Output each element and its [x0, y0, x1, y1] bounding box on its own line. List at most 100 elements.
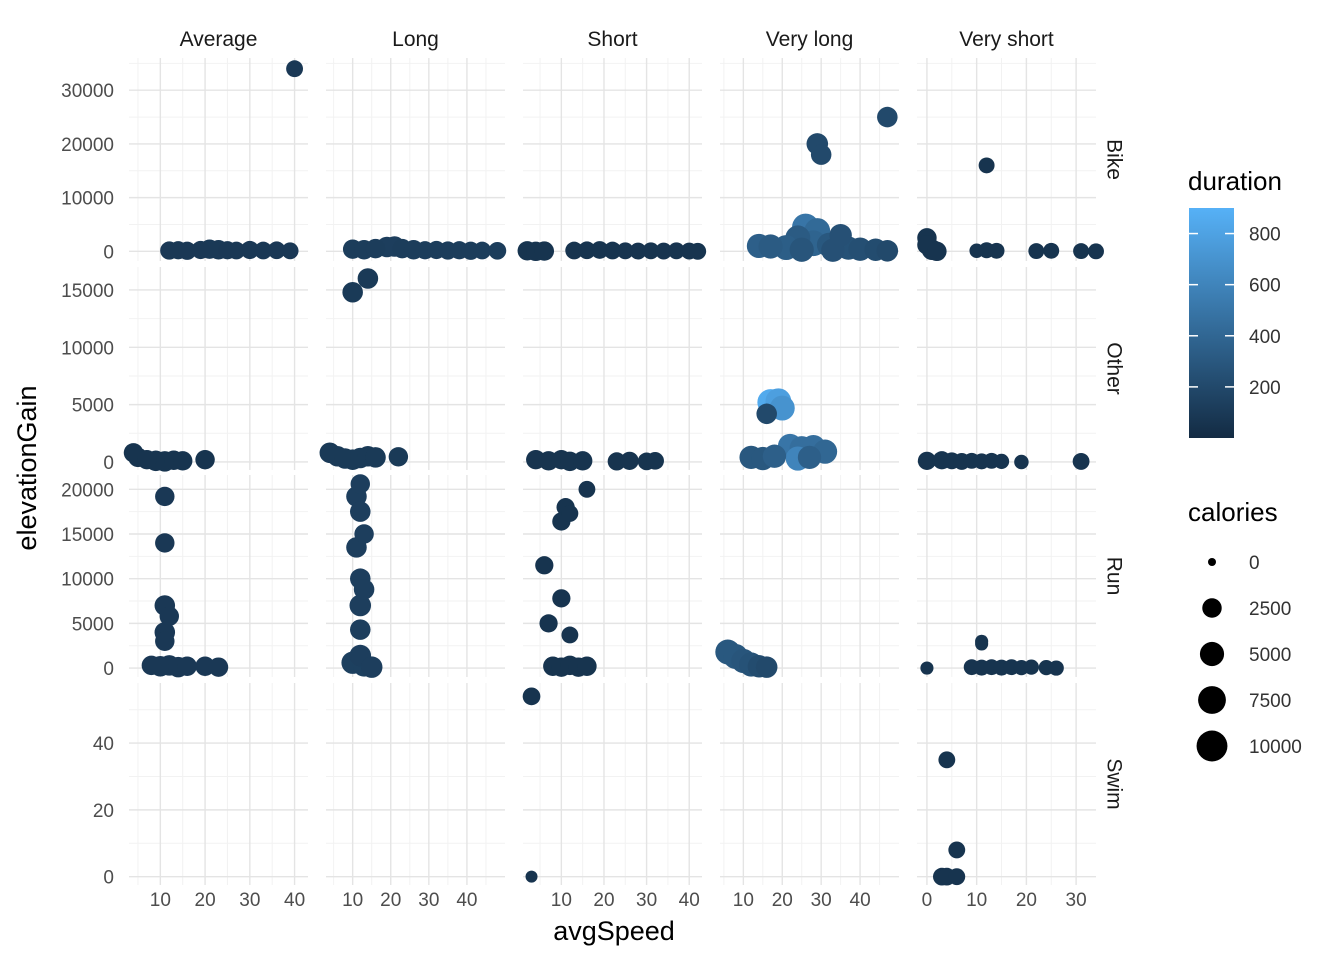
data-point: [254, 241, 273, 260]
panel-other-very-long: [720, 267, 899, 471]
data-point: [1073, 243, 1090, 260]
x-tick-label: 40: [456, 890, 477, 911]
data-point: [137, 449, 157, 470]
x-tick-label: 10: [966, 890, 987, 911]
data-point: [561, 505, 579, 522]
duration-legend-label: 600: [1249, 276, 1281, 297]
data-point: [590, 241, 609, 259]
data-point: [646, 451, 664, 470]
calories-legend-label: 10000: [1249, 737, 1302, 758]
strip-col-average: Average: [180, 28, 258, 51]
data-point: [195, 449, 215, 470]
calories-legend-key: [1196, 730, 1228, 762]
data-point: [353, 579, 375, 600]
data-point: [350, 474, 370, 494]
data-point: [365, 447, 386, 468]
panel-swim-very-short: [917, 683, 1096, 886]
data-point: [620, 451, 639, 470]
data-point: [552, 589, 571, 608]
panel-other-very-short: [917, 267, 1096, 470]
data-point: [267, 241, 286, 260]
data-point: [1072, 452, 1090, 470]
y-tick-label: 0: [103, 242, 114, 263]
y-tick-label: 10000: [61, 189, 114, 210]
data-point: [1088, 243, 1104, 260]
x-tick-label: 10: [342, 890, 363, 911]
strip-row-swim: Swim: [1102, 758, 1125, 809]
data-point: [762, 444, 787, 468]
data-point: [565, 241, 583, 260]
strip-col-very-short: Very short: [959, 28, 1054, 51]
data-point: [281, 242, 299, 260]
y-tick-label: 20000: [61, 480, 114, 501]
x-tick-label: 20: [380, 890, 401, 911]
data-point: [539, 614, 558, 633]
panel-run-short: [523, 475, 702, 677]
data-point: [177, 656, 197, 676]
data-point: [286, 60, 304, 78]
x-tick-label: 10: [150, 890, 171, 911]
data-point: [603, 241, 622, 260]
panel-run-long: [326, 474, 505, 678]
strip-col-long: Long: [392, 28, 439, 51]
data-point: [758, 234, 783, 259]
x-tick-label: 20: [593, 890, 614, 911]
x-tick-label: 30: [811, 890, 832, 911]
panel-other-short: [523, 267, 702, 472]
data-point: [141, 655, 162, 676]
x-tick-label: 40: [850, 890, 871, 911]
data-point: [917, 451, 937, 470]
y-tick-label: 15000: [61, 525, 114, 546]
panel-run-average: [129, 475, 308, 678]
x-axis-title: avgSpeed: [553, 916, 675, 946]
data-point: [357, 268, 379, 289]
data-point: [993, 453, 1010, 470]
x-tick-label: 20: [195, 890, 216, 911]
calories-legend-key: [1198, 686, 1226, 714]
data-point: [535, 556, 554, 575]
panel-bike-very-short: [917, 58, 1104, 262]
panel-swim-very-long: [720, 683, 899, 885]
data-point: [920, 661, 934, 675]
data-point: [155, 631, 175, 651]
x-tick-label: 10: [733, 890, 754, 911]
data-point: [1023, 659, 1039, 675]
calories-legend-key: [1202, 598, 1222, 618]
data-point: [948, 868, 966, 886]
data-point: [159, 606, 179, 626]
panel-bike-average: [129, 58, 308, 261]
x-tick-label: 20: [1016, 890, 1037, 911]
data-point: [350, 501, 371, 522]
data-point: [689, 242, 707, 260]
panel-bike-long: [326, 58, 507, 261]
y-tick-label: 20000: [61, 135, 114, 156]
y-tick-label: 0: [103, 453, 114, 474]
x-tick-label: 0: [922, 890, 933, 911]
calories-legend-label: 5000: [1249, 645, 1291, 666]
calories-legend-label: 2500: [1249, 599, 1291, 620]
data-point: [1014, 454, 1029, 470]
y-tick-label: 20: [93, 801, 114, 822]
data-point: [208, 657, 229, 677]
data-point: [948, 841, 966, 859]
data-point: [1028, 243, 1045, 260]
data-point: [578, 241, 596, 260]
data-point: [349, 594, 372, 617]
data-point: [616, 242, 634, 260]
data-point: [227, 241, 246, 260]
data-point: [927, 241, 947, 262]
facet-strips: Bike Other Run Swim Average Long Short Very lon…: [180, 28, 1126, 810]
data-point: [629, 242, 647, 260]
x-tick-label: 40: [679, 890, 700, 911]
data-point: [969, 243, 984, 259]
x-tick-label: 30: [418, 890, 439, 911]
data-point: [191, 240, 210, 260]
panel-swim-long: [326, 683, 505, 885]
panel-other-long: [319, 267, 505, 470]
data-point: [350, 619, 371, 640]
calories-legend-title: calories: [1188, 497, 1278, 527]
data-point: [655, 242, 673, 260]
x-tick-label: 20: [772, 890, 793, 911]
data-point: [360, 656, 383, 678]
